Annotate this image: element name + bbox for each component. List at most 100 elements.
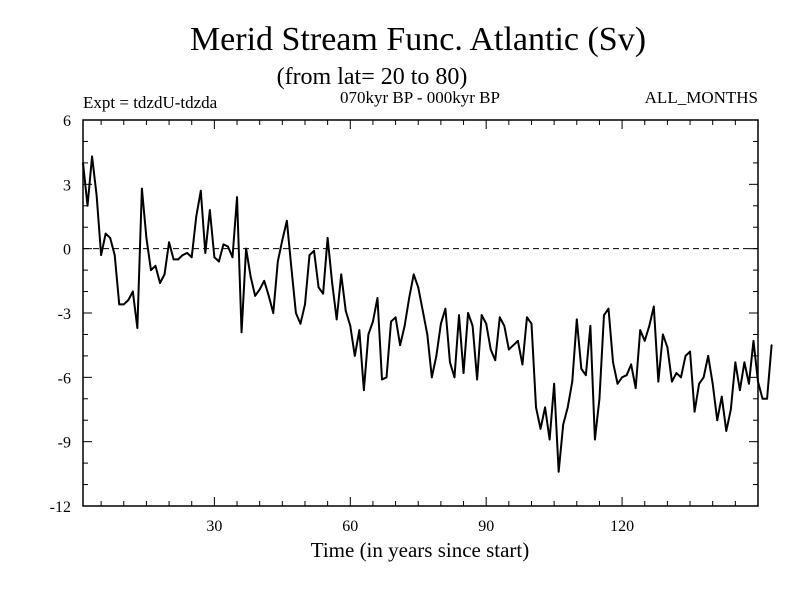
data-point xyxy=(521,363,524,366)
data-point xyxy=(566,406,569,409)
data-point xyxy=(113,254,116,256)
chart-subtitle: (from lat= 20 to 80) xyxy=(277,64,468,90)
data-point xyxy=(580,367,583,370)
data-point xyxy=(476,378,479,381)
x-tick-label: 30 xyxy=(206,518,222,535)
data-point xyxy=(394,316,397,319)
data-point xyxy=(272,312,275,314)
y-tick-label: 0 xyxy=(63,242,71,259)
data-point xyxy=(163,273,166,276)
x-tick-label: 90 xyxy=(478,518,494,535)
data-point xyxy=(748,382,750,385)
data-point xyxy=(199,189,202,192)
data-point xyxy=(643,339,646,342)
data-point xyxy=(539,427,542,430)
data-point xyxy=(544,406,546,409)
data-point xyxy=(471,324,474,327)
data-point xyxy=(603,314,605,317)
y-tick-label: -12 xyxy=(50,499,71,516)
data-point xyxy=(95,194,98,196)
data-point xyxy=(249,275,252,278)
data-point xyxy=(707,354,710,357)
data-point xyxy=(122,303,125,306)
data-point xyxy=(517,339,519,342)
data-point xyxy=(467,312,469,314)
data-point xyxy=(693,410,696,413)
time-range-label: 070kyr BP - 000kyr BP xyxy=(340,88,500,107)
data-point xyxy=(652,305,655,308)
data-point xyxy=(118,303,121,306)
data-point xyxy=(553,382,556,385)
data-point xyxy=(716,419,719,422)
data-point xyxy=(435,354,438,357)
data-series-line xyxy=(82,155,773,473)
data-point xyxy=(335,318,338,321)
data-point xyxy=(136,327,139,329)
data-point xyxy=(675,372,678,374)
data-point xyxy=(344,309,347,312)
x-tick-label: 120 xyxy=(610,518,634,535)
data-point xyxy=(594,438,596,441)
data-point xyxy=(607,307,610,310)
data-point xyxy=(204,252,207,254)
data-point xyxy=(612,361,614,364)
data-point xyxy=(353,354,356,357)
data-point xyxy=(218,260,220,263)
data-point xyxy=(340,273,343,276)
data-point xyxy=(222,243,225,246)
data-point xyxy=(285,219,288,222)
data-point xyxy=(213,256,216,259)
data-point xyxy=(109,237,112,239)
data-point xyxy=(190,256,193,259)
data-point xyxy=(512,344,515,347)
data-point xyxy=(304,303,306,306)
data-point xyxy=(408,297,411,299)
data-point xyxy=(548,438,551,441)
x-tick-label: 60 xyxy=(342,518,358,535)
data-point xyxy=(702,376,705,379)
data-point xyxy=(426,333,429,336)
data-point xyxy=(150,269,152,272)
data-point xyxy=(349,324,352,327)
data-point xyxy=(752,339,755,342)
data-point xyxy=(267,294,270,297)
data-point xyxy=(584,374,587,377)
data-point xyxy=(684,354,687,357)
data-point xyxy=(245,247,247,250)
data-point xyxy=(462,372,465,374)
data-point xyxy=(689,350,691,353)
y-tick-label: 3 xyxy=(63,177,71,194)
data-point xyxy=(680,376,682,379)
data-points xyxy=(82,155,773,473)
data-point xyxy=(766,397,768,400)
y-tick-label: -3 xyxy=(58,306,71,323)
y-tick-label: -6 xyxy=(58,370,71,387)
data-point xyxy=(281,239,284,241)
data-point xyxy=(385,376,388,379)
data-point xyxy=(186,252,189,254)
data-point xyxy=(358,329,361,332)
data-point xyxy=(738,389,741,392)
data-point xyxy=(326,237,329,239)
data-point xyxy=(725,430,728,432)
data-point xyxy=(317,286,320,289)
x-axis-ticks: 30 60 90 120 xyxy=(100,120,736,535)
data-point xyxy=(290,267,293,269)
data-point xyxy=(131,290,134,293)
chart-title: Merid Stream Func. Atlantic (Sv) xyxy=(190,21,646,58)
data-point xyxy=(195,215,198,218)
data-point xyxy=(720,395,723,398)
data-point xyxy=(313,249,315,252)
data-point xyxy=(648,324,651,327)
data-point xyxy=(240,331,243,334)
data-point xyxy=(381,378,383,381)
data-point xyxy=(498,316,501,319)
data-point xyxy=(308,254,311,256)
data-point xyxy=(671,380,673,383)
data-point xyxy=(535,406,537,409)
data-point xyxy=(140,187,143,190)
data-point xyxy=(661,333,664,336)
data-point xyxy=(630,363,633,366)
data-point xyxy=(503,324,506,327)
